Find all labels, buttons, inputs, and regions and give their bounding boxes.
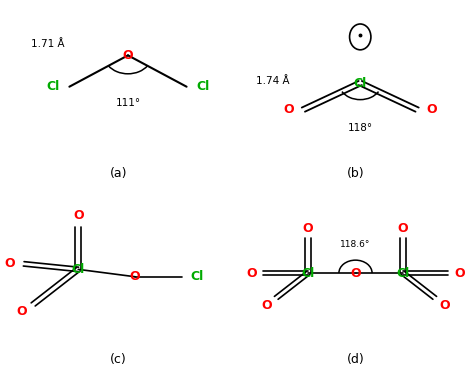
Text: Cl: Cl bbox=[197, 80, 210, 93]
Text: O: O bbox=[439, 299, 449, 312]
Text: O: O bbox=[73, 209, 83, 223]
Text: O: O bbox=[455, 266, 465, 280]
Text: O: O bbox=[426, 103, 437, 116]
Text: 1.74 Å: 1.74 Å bbox=[256, 76, 290, 86]
Text: O: O bbox=[130, 270, 140, 283]
Text: O: O bbox=[350, 266, 361, 280]
Text: O: O bbox=[16, 305, 27, 318]
Text: Cl: Cl bbox=[396, 266, 410, 280]
Text: (c): (c) bbox=[110, 353, 127, 366]
Text: O: O bbox=[123, 49, 133, 62]
Text: O: O bbox=[246, 266, 256, 280]
Text: 111°: 111° bbox=[115, 98, 141, 108]
Text: Cl: Cl bbox=[46, 80, 59, 93]
Text: O: O bbox=[303, 222, 313, 235]
Text: O: O bbox=[262, 299, 272, 312]
Text: 118.6°: 118.6° bbox=[340, 240, 371, 249]
Text: 1.71 Å: 1.71 Å bbox=[31, 39, 64, 49]
Text: Cl: Cl bbox=[72, 263, 85, 276]
Text: O: O bbox=[398, 222, 408, 235]
Text: Cl: Cl bbox=[190, 270, 203, 283]
Text: 118°: 118° bbox=[347, 123, 373, 132]
Text: Cl: Cl bbox=[354, 76, 367, 90]
Text: (a): (a) bbox=[110, 167, 127, 180]
Text: O: O bbox=[4, 257, 15, 270]
Text: (d): (d) bbox=[346, 353, 365, 366]
Text: (b): (b) bbox=[346, 167, 365, 180]
Text: Cl: Cl bbox=[301, 266, 315, 280]
Text: O: O bbox=[284, 103, 294, 116]
